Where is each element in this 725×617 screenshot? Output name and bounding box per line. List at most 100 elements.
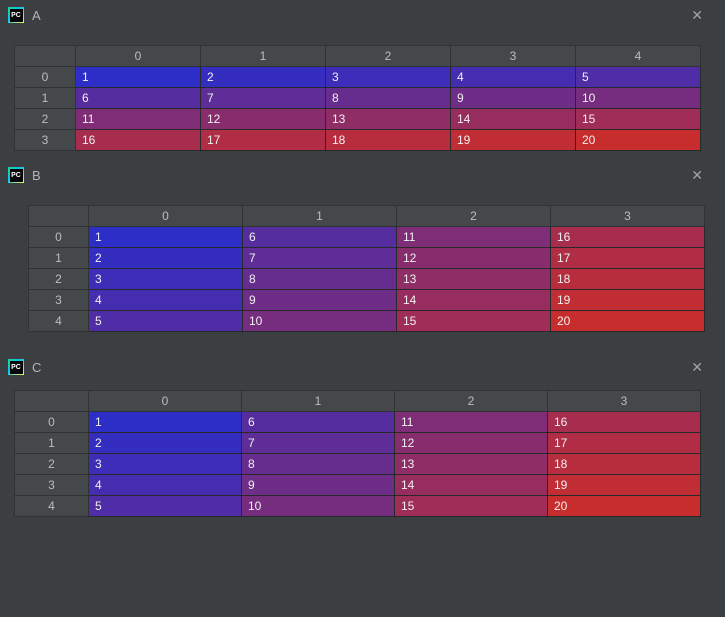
pycharm-logo-icon: PC <box>8 7 24 23</box>
matrix-cell[interactable]: 14 <box>450 108 576 130</box>
matrix-cell[interactable]: 13 <box>325 108 451 130</box>
matrix-row: 3 4 9 14 19 <box>14 474 701 496</box>
col-header: 1 <box>242 205 397 227</box>
matrix-cell[interactable]: 15 <box>394 495 548 517</box>
row-header: 2 <box>14 108 76 130</box>
matrix-cell[interactable]: 19 <box>550 289 705 311</box>
matrix-cell[interactable]: 5 <box>575 66 701 88</box>
matrix-cell[interactable]: 9 <box>450 87 576 109</box>
matrix-cell[interactable]: 8 <box>325 87 451 109</box>
matrix-cell[interactable]: 5 <box>88 310 243 332</box>
matrix-cell[interactable]: 10 <box>242 310 397 332</box>
matrix-cell[interactable]: 9 <box>242 289 397 311</box>
row-header: 1 <box>28 247 89 269</box>
matrix-cell[interactable]: 12 <box>396 247 551 269</box>
matrix-cell[interactable]: 12 <box>200 108 326 130</box>
matrix-cell[interactable]: 1 <box>88 226 243 248</box>
matrix-cell[interactable]: 15 <box>575 108 701 130</box>
matrix-cell[interactable]: 10 <box>241 495 395 517</box>
matrix-cell[interactable]: 18 <box>547 453 701 475</box>
matrix-cell[interactable]: 11 <box>396 226 551 248</box>
matrix-cell[interactable]: 2 <box>88 432 242 454</box>
col-header: 4 <box>575 45 701 67</box>
matrix-cell[interactable]: 14 <box>394 474 548 496</box>
matrix-cell[interactable]: 19 <box>547 474 701 496</box>
matrix-cell[interactable]: 7 <box>241 432 395 454</box>
matrix-cell[interactable]: 16 <box>547 411 701 433</box>
close-icon[interactable]: ✕ <box>691 167 703 183</box>
matrix-table: 0 1 2 3 0 1 6 11 16 1 2 7 12 17 2 3 8 13 18 3 4 9 14 19 4 5 10 15 20 <box>28 205 705 332</box>
matrix-cell[interactable]: 1 <box>75 66 201 88</box>
matrix-cell[interactable]: 17 <box>200 129 326 151</box>
row-header: 4 <box>14 495 89 517</box>
matrix-cell[interactable]: 3 <box>325 66 451 88</box>
matrix-row: 3 4 9 14 19 <box>28 289 705 311</box>
window-title: B <box>32 167 41 183</box>
matrix-cell[interactable]: 6 <box>241 411 395 433</box>
matrix-cell[interactable]: 20 <box>550 310 705 332</box>
col-header: 2 <box>396 205 551 227</box>
matrix-row: 4 5 10 15 20 <box>14 495 701 517</box>
col-header: 0 <box>75 45 201 67</box>
matrix-row: 1 6 7 8 9 10 <box>14 87 701 109</box>
matrix-cell[interactable]: 20 <box>547 495 701 517</box>
matrix-row: 2 3 8 13 18 <box>28 268 705 290</box>
matrix-table: 0 1 2 3 0 1 6 11 16 1 2 7 12 17 2 3 8 13 18 3 4 9 14 19 4 5 10 15 20 <box>14 390 701 517</box>
matrix-cell[interactable]: 5 <box>88 495 242 517</box>
matrix-cell[interactable]: 6 <box>242 226 397 248</box>
data-view-window-b: PC B ✕ 0 1 2 3 0 1 6 11 16 1 2 7 12 17 2 3 8 13 18 3 4 9 14 19 4… <box>0 160 725 352</box>
matrix-cell[interactable]: 4 <box>88 289 243 311</box>
row-header: 3 <box>28 289 89 311</box>
col-header: 1 <box>241 390 395 412</box>
matrix-cell[interactable]: 10 <box>575 87 701 109</box>
matrix-cell[interactable]: 18 <box>550 268 705 290</box>
matrix-cell[interactable]: 4 <box>88 474 242 496</box>
pycharm-logo-icon: PC <box>8 167 24 183</box>
matrix-cell[interactable]: 12 <box>394 432 548 454</box>
matrix-cell[interactable]: 20 <box>575 129 701 151</box>
matrix-cell[interactable]: 17 <box>547 432 701 454</box>
matrix-cell[interactable]: 15 <box>396 310 551 332</box>
matrix-cell[interactable]: 8 <box>241 453 395 475</box>
col-header: 2 <box>394 390 548 412</box>
matrix-row: 2 11 12 13 14 15 <box>14 108 701 130</box>
matrix-cell[interactable]: 17 <box>550 247 705 269</box>
matrix-cell[interactable]: 13 <box>394 453 548 475</box>
titlebar: PC B ✕ <box>0 160 725 190</box>
col-header: 0 <box>88 390 242 412</box>
matrix-cell[interactable]: 8 <box>242 268 397 290</box>
close-icon[interactable]: ✕ <box>691 7 703 23</box>
matrix-cell[interactable]: 11 <box>75 108 201 130</box>
matrix-cell[interactable]: 14 <box>396 289 551 311</box>
matrix-row: 1 2 7 12 17 <box>28 247 705 269</box>
matrix-cell[interactable]: 7 <box>242 247 397 269</box>
pycharm-logo-text: PC <box>9 8 23 22</box>
row-header: 2 <box>28 268 89 290</box>
matrix-cell[interactable]: 6 <box>75 87 201 109</box>
row-header: 3 <box>14 129 76 151</box>
matrix-cell[interactable]: 13 <box>396 268 551 290</box>
row-header: 0 <box>28 226 89 248</box>
matrix-row: 0 1 6 11 16 <box>14 411 701 433</box>
matrix-cell[interactable]: 16 <box>75 129 201 151</box>
matrix-cell[interactable]: 2 <box>200 66 326 88</box>
close-icon[interactable]: ✕ <box>691 359 703 375</box>
matrix-cell[interactable]: 16 <box>550 226 705 248</box>
matrix-cell[interactable]: 9 <box>241 474 395 496</box>
row-header: 1 <box>14 432 89 454</box>
matrix-cell[interactable]: 19 <box>450 129 576 151</box>
matrix-cell[interactable]: 7 <box>200 87 326 109</box>
matrix-cell[interactable]: 4 <box>450 66 576 88</box>
pycharm-logo-text: PC <box>9 360 23 374</box>
matrix-cell[interactable]: 3 <box>88 268 243 290</box>
matrix-row: 3 16 17 18 19 20 <box>14 129 701 151</box>
col-header: 0 <box>88 205 243 227</box>
matrix-cell[interactable]: 3 <box>88 453 242 475</box>
matrix-cell[interactable]: 11 <box>394 411 548 433</box>
corner-cell <box>14 45 76 67</box>
matrix-cell[interactable]: 1 <box>88 411 242 433</box>
matrix-cell[interactable]: 2 <box>88 247 243 269</box>
matrix-cell[interactable]: 18 <box>325 129 451 151</box>
